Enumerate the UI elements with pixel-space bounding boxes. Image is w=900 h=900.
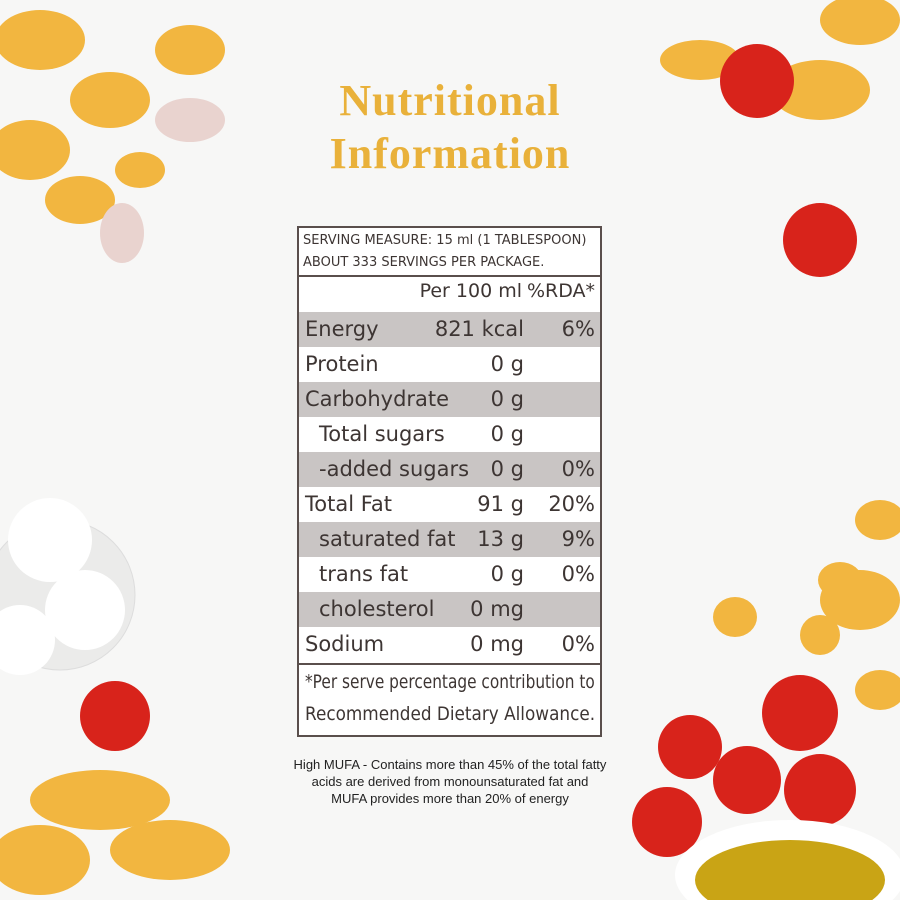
divider (299, 663, 600, 665)
divider (299, 275, 600, 277)
amount: 0 g (490, 562, 524, 586)
note-line: MUFA provides more than 20% of energy (331, 791, 569, 806)
title-line: Nutritional (339, 76, 561, 125)
amount: 821 kcal (434, 317, 524, 341)
tomatoes (80, 44, 857, 857)
rda: 0% (561, 562, 595, 586)
column-header: %RDA* (526, 280, 595, 302)
footnote-line: *Per serve percentage contribution to (305, 671, 595, 693)
amount: 0 g (490, 422, 524, 446)
note-line: High MUFA - Contains more than 45% of th… (293, 757, 607, 772)
amount: 0 g (490, 457, 524, 481)
table-row: cholesterol 0 mg (299, 592, 600, 627)
serving-line: SERVING MEASURE: 15 ml (1 TABLESPOON) (303, 233, 587, 248)
footnote-line: Recommended Dietary Allowance. (305, 703, 596, 725)
nutrient: Protein (305, 352, 379, 376)
garlic (100, 98, 225, 263)
amount: 91 g (477, 492, 524, 516)
table-row: Total sugars 0 g (299, 417, 600, 452)
nutrition-table: SERVING MEASURE: 15 ml (1 TABLESPOON) AB… (297, 226, 602, 737)
nutrient: saturated fat (319, 527, 456, 551)
nutrient: Sodium (305, 632, 385, 656)
nutrient: -added sugars (319, 457, 470, 481)
rda: 6% (561, 317, 595, 341)
amount: 13 g (477, 527, 524, 551)
rda: 9% (561, 527, 595, 551)
nutrient: Carbohydrate (305, 387, 450, 411)
table-row: Protein 0 g (299, 347, 600, 382)
table-row: -added sugars 0 g 0% (299, 452, 600, 487)
column-header: Per 100 ml (419, 280, 522, 302)
table-row: Total Fat 91 g 20% (299, 487, 600, 522)
oil (695, 840, 885, 900)
note-line: acids are derived from monounsaturated f… (311, 774, 589, 789)
table-row: trans fat 0 g 0% (299, 557, 600, 592)
nutrient: Total sugars (319, 422, 445, 446)
amount: 0 g (490, 387, 524, 411)
rda: 0% (561, 632, 595, 656)
nutrient: Energy (305, 317, 379, 341)
table-row: Sodium 0 mg 0% (299, 627, 600, 662)
nutrient: trans fat (319, 562, 409, 586)
table-row: Carbohydrate 0 g (299, 382, 600, 417)
amount: 0 mg (470, 597, 524, 621)
nutrient: cholesterol (319, 597, 435, 621)
mozzarella (0, 498, 125, 675)
rda: 20% (548, 492, 595, 516)
amount: 0 mg (470, 632, 524, 656)
nutrient: Total Fat (305, 492, 392, 516)
table-row: saturated fat 13 g 9% (299, 522, 600, 557)
amount: 0 g (490, 352, 524, 376)
title-line: Information (329, 129, 571, 178)
table-row: Energy 821 kcal 6% (299, 312, 600, 347)
rda: 0% (561, 457, 595, 481)
serving-line: ABOUT 333 SERVINGS PER PACKAGE. (303, 255, 545, 270)
